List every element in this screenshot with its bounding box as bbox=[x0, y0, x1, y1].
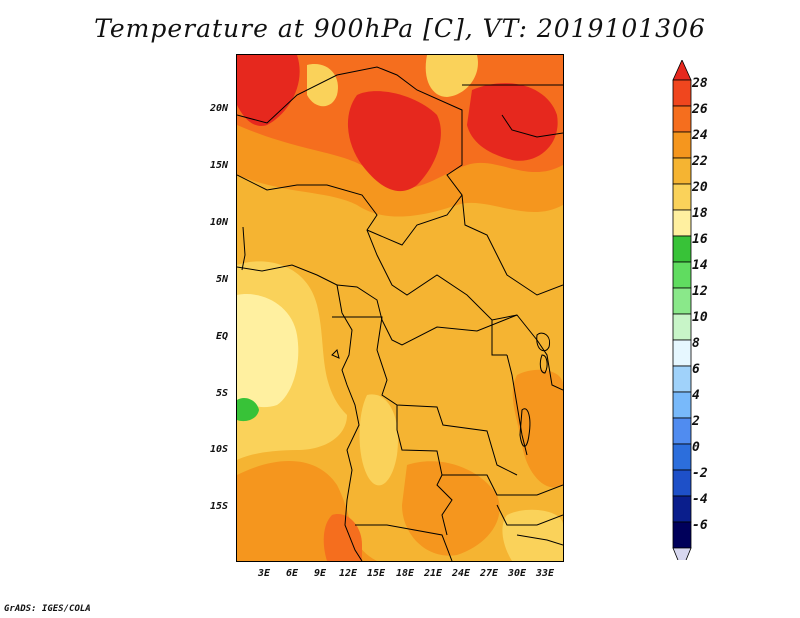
colorbar-top-triangle bbox=[672, 60, 692, 81]
colorbar-label-16: 16 bbox=[692, 232, 708, 247]
colorbar-segment bbox=[672, 183, 692, 211]
colorbar-segment bbox=[672, 131, 692, 159]
colorbar-label-18: 18 bbox=[692, 206, 708, 221]
lat-tick-eq: EQ bbox=[215, 331, 228, 342]
lon-tick-3e: 3E bbox=[257, 568, 271, 579]
colorbar-label-28: 28 bbox=[692, 76, 708, 91]
lon-tick-27e: 27E bbox=[479, 568, 499, 579]
lakes bbox=[331, 332, 551, 447]
colorbar-segment bbox=[672, 391, 692, 419]
colorbar-label-neg2: -2 bbox=[692, 466, 708, 481]
lon-tick-24e: 24E bbox=[451, 568, 471, 579]
colorbar-label-14: 14 bbox=[692, 258, 708, 273]
colorbar-segment bbox=[672, 235, 692, 263]
field-peak-center bbox=[347, 91, 441, 192]
colorbar-label-4: 4 bbox=[692, 388, 700, 403]
colorbar-bottom-triangle bbox=[672, 547, 692, 560]
field-interior-cool bbox=[359, 394, 398, 486]
lat-tick-20n: 20N bbox=[209, 103, 228, 114]
colorbar-segment bbox=[672, 313, 692, 341]
colorbar-label-2: 2 bbox=[692, 414, 700, 429]
colorbar-segment bbox=[672, 495, 692, 523]
lon-tick-30e: 30E bbox=[507, 568, 527, 579]
colorbar-segment bbox=[672, 287, 692, 315]
colorbar-segment bbox=[672, 157, 692, 185]
lon-tick-12e: 12E bbox=[338, 568, 358, 579]
colorbar-segment bbox=[672, 209, 692, 237]
colorbar-label-24: 24 bbox=[692, 128, 708, 143]
colorbar-segment bbox=[672, 105, 692, 133]
lat-tick-5n: 5N bbox=[215, 274, 228, 285]
colorbar-label-neg6: -6 bbox=[692, 518, 708, 533]
colorbar-label-0: 0 bbox=[692, 440, 700, 455]
field-cool-patch-north bbox=[425, 55, 478, 97]
colorbar-segment bbox=[672, 469, 692, 497]
colorbar-segment bbox=[672, 79, 692, 107]
lon-tick-33e: 33E bbox=[535, 568, 555, 579]
field-cool-patch-nw bbox=[307, 64, 338, 107]
colorbar-label-20: 20 bbox=[692, 180, 708, 195]
map-title: Temperature at 900hPa [C], VT: 201910130… bbox=[94, 14, 706, 43]
field-ocean-cool bbox=[237, 294, 299, 408]
temperature-map bbox=[236, 54, 564, 562]
lat-tick-5s: 5S bbox=[215, 388, 228, 399]
borders bbox=[237, 66, 563, 561]
colorbar-label-12: 12 bbox=[692, 284, 708, 299]
colorbar bbox=[672, 60, 692, 560]
lat-tick-10s: 10S bbox=[209, 444, 228, 455]
field-green-patch-1 bbox=[237, 398, 259, 422]
lon-tick-9e: 9E bbox=[313, 568, 327, 579]
colorbar-segment bbox=[672, 365, 692, 393]
lat-tick-15s: 15S bbox=[209, 501, 228, 512]
colorbar-label-6: 6 bbox=[692, 362, 700, 377]
field-se-cool bbox=[502, 509, 563, 561]
field-peak-west bbox=[237, 55, 300, 126]
lon-tick-15e: 15E bbox=[366, 568, 386, 579]
colorbar-label-neg4: -4 bbox=[692, 492, 708, 507]
field-south-hot bbox=[323, 514, 362, 561]
lat-tick-15n: 15N bbox=[209, 160, 228, 171]
colorbar-label-10: 10 bbox=[692, 310, 708, 325]
colorbar-label-26: 26 bbox=[692, 102, 708, 117]
colorbar-segment bbox=[672, 261, 692, 289]
grads-credit: GrADS: IGES/COLA bbox=[4, 604, 91, 614]
colorbar-label-22: 22 bbox=[692, 154, 708, 169]
field-peak-east bbox=[467, 83, 558, 161]
colorbar-segment bbox=[672, 443, 692, 471]
lon-tick-6e: 6E bbox=[285, 568, 299, 579]
colorbar-segment bbox=[672, 417, 692, 445]
lon-tick-18e: 18E bbox=[395, 568, 415, 579]
lat-tick-10n: 10N bbox=[209, 217, 228, 228]
colorbar-segment bbox=[672, 521, 692, 549]
field-east-warm bbox=[512, 369, 563, 488]
colorbar-label-8: 8 bbox=[692, 336, 700, 351]
colorbar-segment bbox=[672, 339, 692, 367]
lon-tick-21e: 21E bbox=[423, 568, 443, 579]
